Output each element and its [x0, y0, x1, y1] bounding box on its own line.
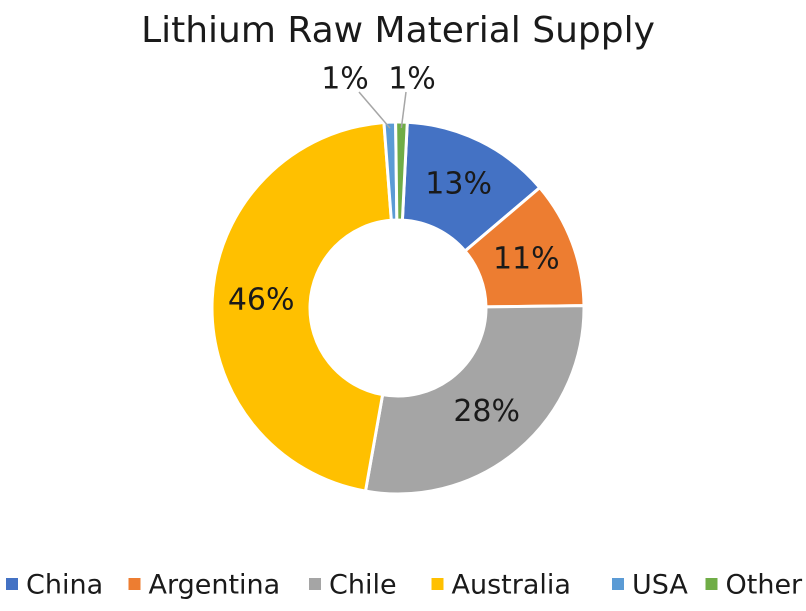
legend-item-usa: USA	[612, 570, 688, 601]
data-label-china: 13%	[425, 167, 492, 202]
legend: China Argentina Chile Australia USA Other	[6, 570, 803, 601]
data-label-argentina: 11%	[493, 241, 560, 276]
legend-label-chile: Chile	[329, 570, 397, 601]
legend-swatch-usa	[612, 578, 624, 590]
legend-label-other: Other	[726, 570, 804, 601]
slice-chile	[363, 304, 586, 496]
data-label-other: 1%	[388, 62, 436, 97]
donut-slices	[210, 120, 586, 496]
legend-item-australia: Australia	[431, 570, 571, 601]
slice-australia	[210, 120, 393, 493]
legend-item-argentina: Argentina	[128, 570, 281, 601]
legend-item-other: Other	[705, 570, 804, 601]
leader-line-other	[400, 91, 407, 129]
leader-line-usa	[358, 91, 391, 129]
legend-label-argentina: Argentina	[149, 570, 281, 601]
legend-swatch-other	[705, 578, 718, 590]
data-label-chile: 28%	[453, 394, 520, 429]
data-labels: 13% 11% 28% 46% 1% 1%	[228, 62, 560, 429]
data-label-australia: 46%	[228, 283, 295, 318]
legend-label-australia: Australia	[452, 570, 571, 601]
leader-lines	[358, 91, 407, 129]
legend-swatch-australia	[431, 578, 444, 590]
legend-swatch-china	[6, 578, 18, 590]
legend-item-china: China	[6, 570, 103, 601]
legend-swatch-chile	[309, 578, 321, 590]
legend-item-chile: Chile	[309, 570, 397, 601]
legend-swatch-argentina	[128, 578, 141, 590]
slice-other	[394, 120, 409, 222]
data-label-usa: 1%	[321, 62, 369, 97]
legend-label-usa: USA	[632, 570, 688, 601]
chart-title: Lithium Raw Material Supply	[141, 10, 655, 51]
legend-label-china: China	[26, 570, 103, 601]
